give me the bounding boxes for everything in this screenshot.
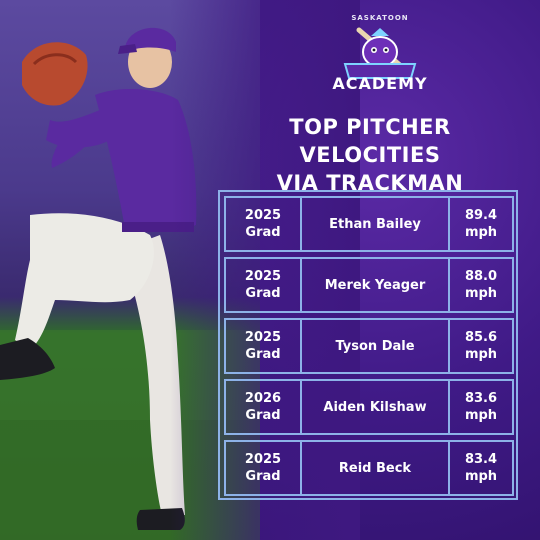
velocity-unit: mph — [464, 286, 498, 301]
grad-year-cell: 2026 Grad — [226, 381, 302, 433]
berries-academy-logo: SASKATOON ACADEMY — [330, 14, 430, 109]
velocity-unit: mph — [464, 408, 498, 423]
grad-year-cell: 2025 Grad — [226, 198, 302, 250]
velocity-value: 85.6 — [464, 330, 498, 345]
grad-year: 2025 — [244, 330, 282, 345]
velocity-table: 2025 Grad Ethan Bailey 89.4 mph 2025 Grad M… — [218, 190, 518, 500]
grad-label: Grad — [245, 408, 281, 423]
table-row: 2025 Grad Ethan Bailey 89.4 mph — [224, 196, 514, 252]
velocity-unit: mph — [464, 347, 498, 362]
player-name-cell: Aiden Kilshaw — [302, 381, 450, 433]
velocity-value: 83.6 — [464, 391, 498, 406]
grad-label: Grad — [245, 225, 281, 240]
velocity-cell: 89.4 mph — [450, 198, 512, 250]
grad-year-cell: 2025 Grad — [226, 442, 302, 494]
velocity-value: 89.4 — [464, 208, 498, 223]
velocity-cell: 85.6 mph — [450, 320, 512, 372]
grad-label: Grad — [245, 469, 281, 484]
table-row: 2025 Grad Tyson Dale 85.6 mph — [224, 318, 514, 374]
table-row: 2026 Grad Aiden Kilshaw 83.6 mph — [224, 379, 514, 435]
player-name-cell: Tyson Dale — [302, 320, 450, 372]
grad-year-cell: 2025 Grad — [226, 259, 302, 311]
velocity-cell: 83.6 mph — [450, 381, 512, 433]
table-row: 2025 Grad Reid Beck 83.4 mph — [224, 440, 514, 496]
velocity-unit: mph — [464, 469, 498, 484]
grad-label: Grad — [245, 347, 281, 362]
grad-year: 2025 — [244, 269, 282, 284]
berry-mascot-icon — [343, 27, 417, 79]
velocity-value: 88.0 — [464, 269, 498, 284]
table-row: 2025 Grad Merek Yeager 88.0 mph — [224, 257, 514, 313]
player-name-cell: Ethan Bailey — [302, 198, 450, 250]
page-title: TOP PITCHER VELOCITIES VIA TRACKMAN — [215, 113, 525, 197]
grad-year-cell: 2025 Grad — [226, 320, 302, 372]
player-name-cell: Merek Yeager — [302, 259, 450, 311]
photo-gradient-overlay — [170, 0, 360, 540]
title-line-1: TOP PITCHER VELOCITIES — [289, 115, 451, 167]
grad-label: Grad — [245, 286, 281, 301]
velocity-value: 83.4 — [464, 452, 498, 467]
velocity-cell: 83.4 mph — [450, 442, 512, 494]
grad-year: 2025 — [244, 452, 282, 467]
velocity-cell: 88.0 mph — [450, 259, 512, 311]
player-name-cell: Reid Beck — [302, 442, 450, 494]
grad-year: 2025 — [244, 208, 282, 223]
grad-year: 2026 — [244, 391, 282, 406]
logo-arc-text: SASKATOON — [351, 14, 409, 22]
velocity-unit: mph — [464, 225, 498, 240]
logo-subword: ACADEMY — [332, 74, 428, 93]
